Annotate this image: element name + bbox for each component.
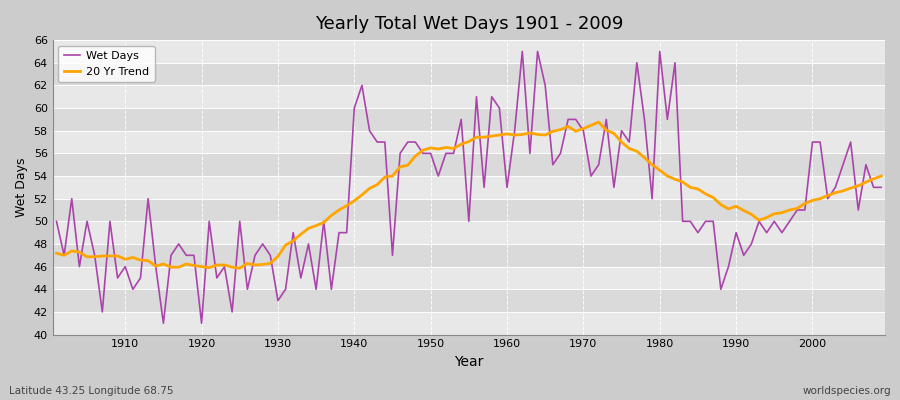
Title: Yearly Total Wet Days 1901 - 2009: Yearly Total Wet Days 1901 - 2009 [315,15,623,33]
Wet Days [501,185,512,190]
20 Yr Trend [334,208,345,212]
Bar [53,63,885,86]
Wet Days [608,185,619,190]
Bar [53,40,885,63]
Text: worldspecies.org: worldspecies.org [803,386,891,396]
Bar [53,131,885,153]
Y-axis label: Wet Days: Wet Days [15,158,28,217]
Bar [53,244,885,267]
Bar [53,153,885,176]
Bar [53,86,885,108]
Legend: Wet Days, 20 Yr Trend: Wet Days, 20 Yr Trend [58,46,155,82]
Bar [53,221,885,244]
Text: Latitude 43.25 Longitude 68.75: Latitude 43.25 Longitude 68.75 [9,386,174,396]
Wet Days [517,49,527,54]
20 Yr Trend [593,120,604,124]
Bar [53,176,885,199]
Wet Days [112,276,123,280]
Bar [53,312,885,334]
X-axis label: Year: Year [454,355,483,369]
20 Yr Trend [501,132,512,136]
Wet Days [51,219,62,224]
Wet Days [288,230,299,235]
20 Yr Trend [51,251,62,256]
Line: 20 Yr Trend: 20 Yr Trend [57,122,881,268]
20 Yr Trend [234,266,245,271]
20 Yr Trend [509,133,520,138]
Bar [53,289,885,312]
Wet Days [876,185,886,190]
20 Yr Trend [876,174,886,178]
Wet Days [158,321,169,326]
Bar [53,199,885,221]
Bar [53,267,885,289]
20 Yr Trend [608,131,619,136]
Wet Days [334,230,345,235]
Line: Wet Days: Wet Days [57,52,881,323]
Bar [53,108,885,131]
Wet Days [509,128,520,133]
20 Yr Trend [288,238,299,243]
20 Yr Trend [112,254,123,258]
